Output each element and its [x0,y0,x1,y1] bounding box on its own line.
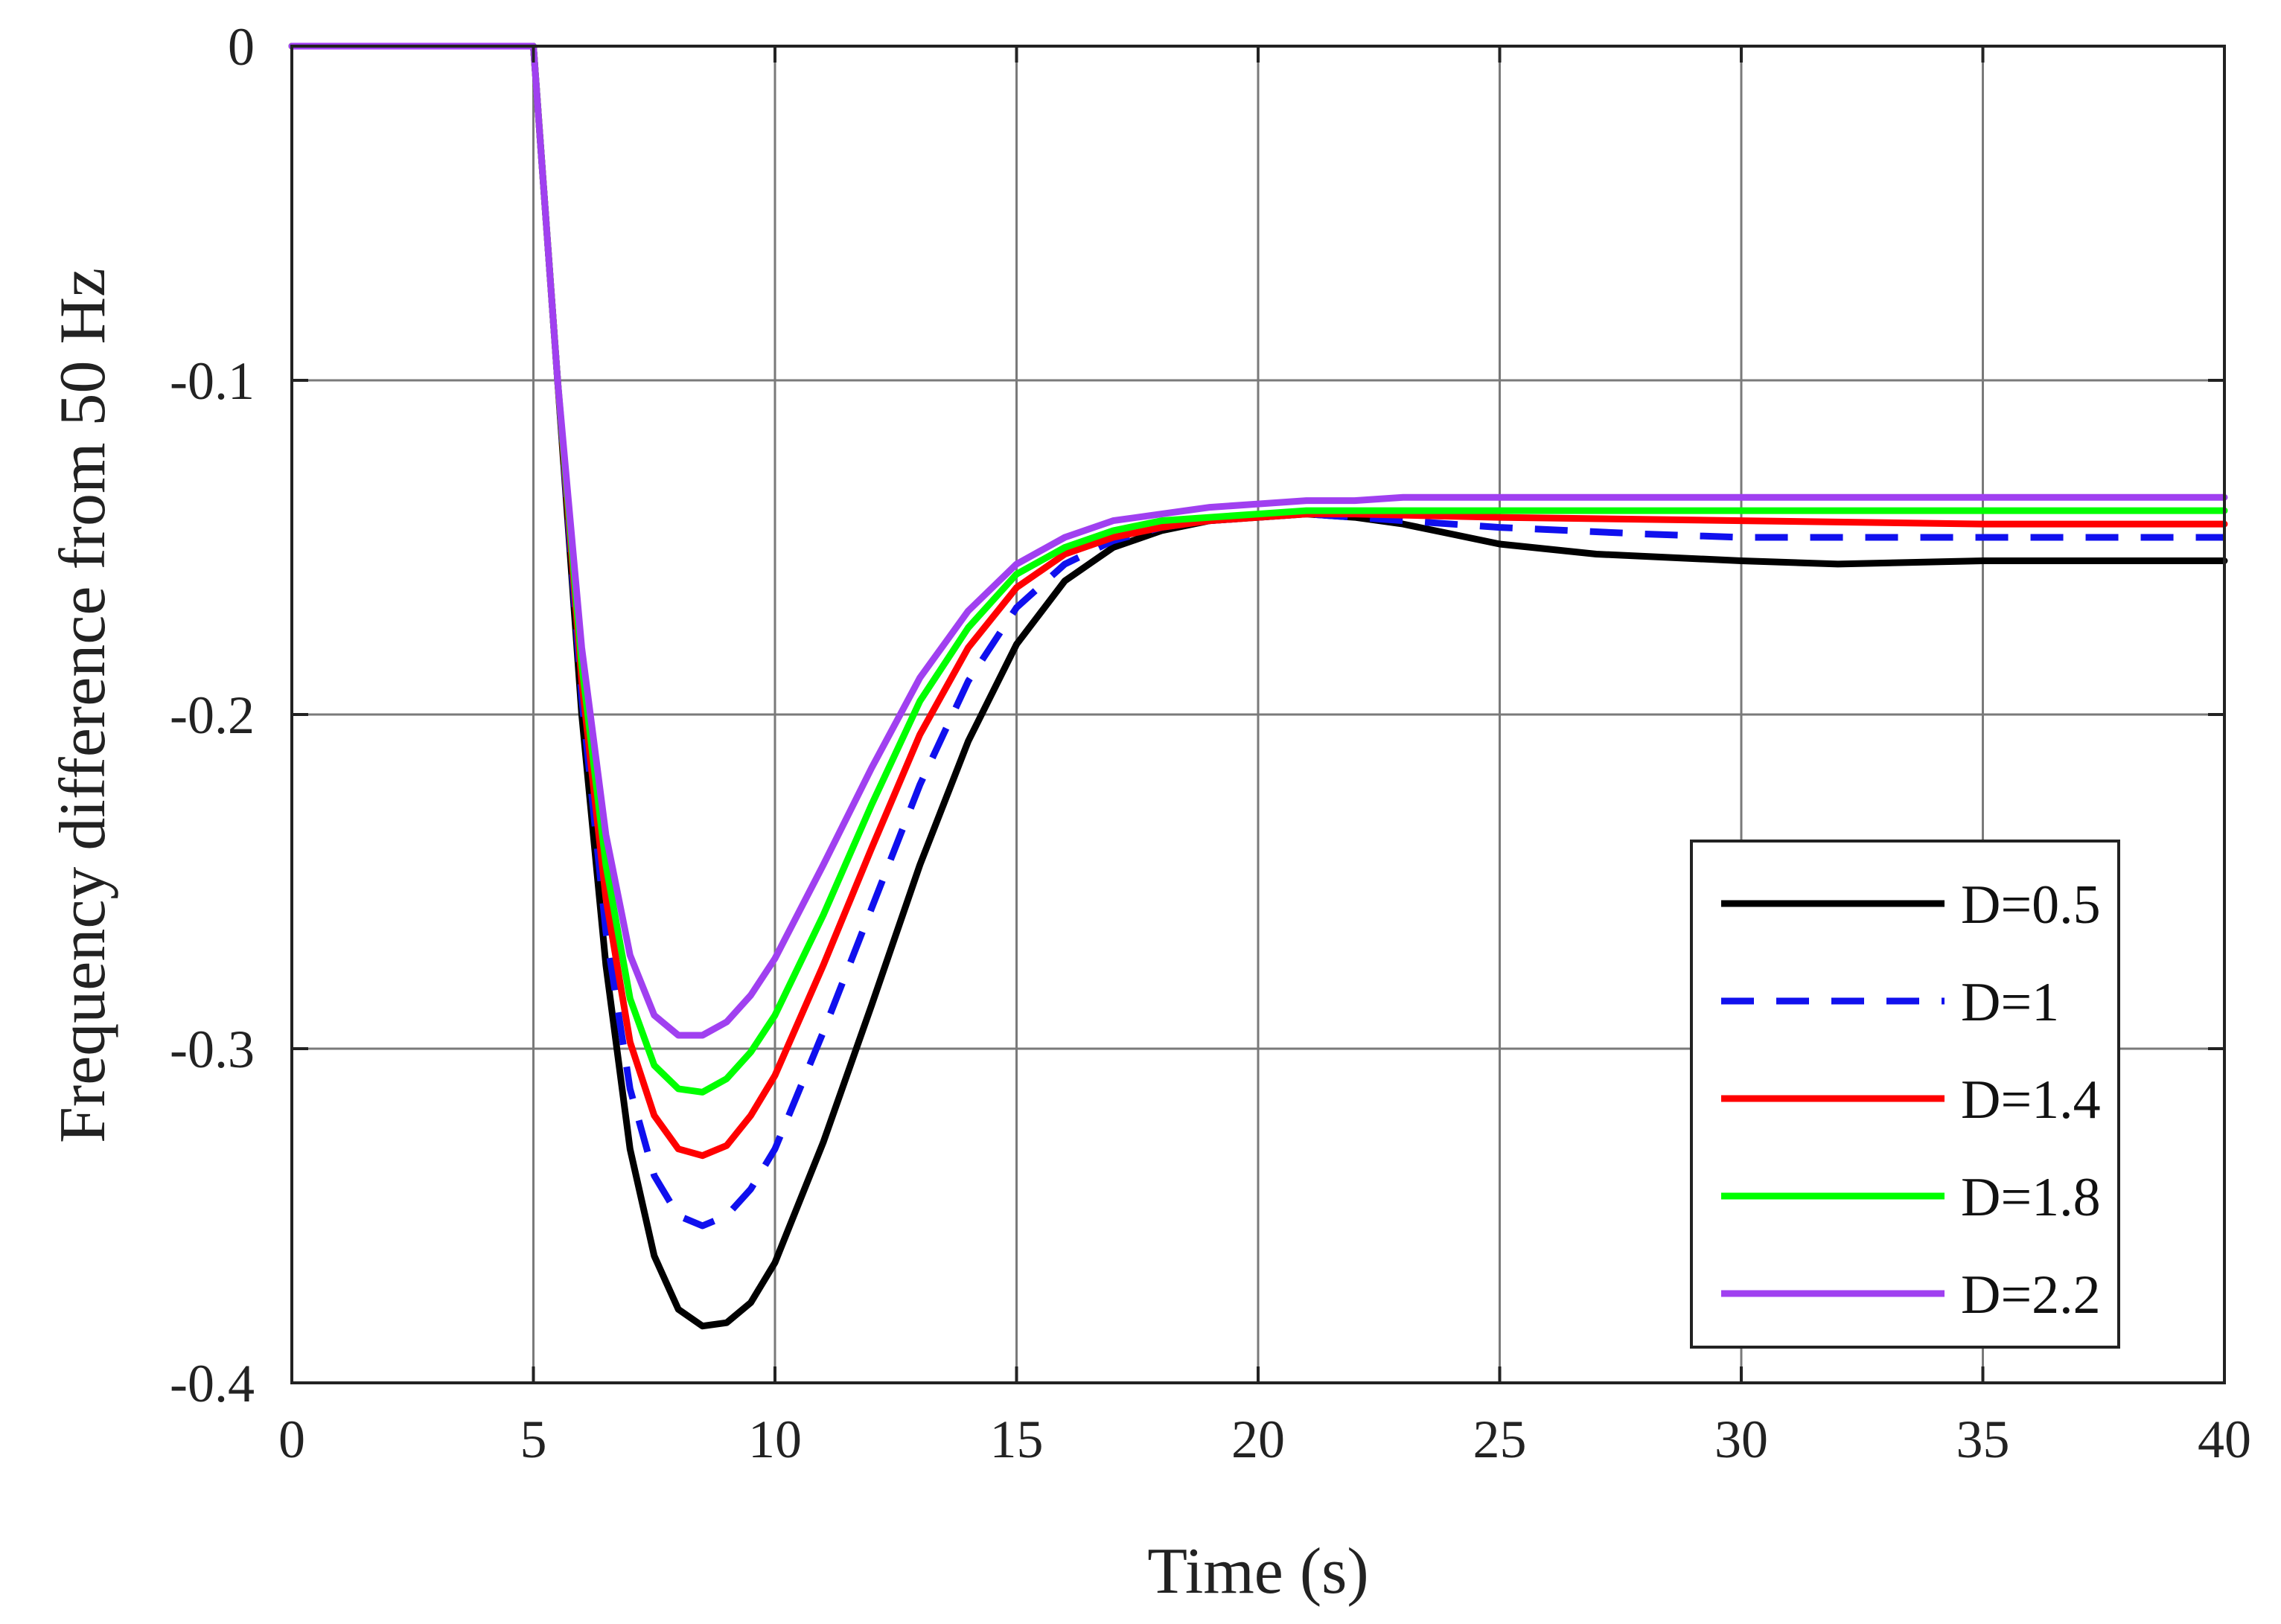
y-tick-label: -0.1 [170,351,255,411]
legend-label: D=0.5 [1961,875,2101,936]
series-line-d-1 [292,42,2224,1230]
y-tick-label: 0 [228,17,255,77]
x-tick-label: 20 [1231,1410,1285,1469]
legend-label: D=1 [1961,972,2059,1033]
legend: D=0.5 D=1 D=1.4 D=1.8 D=2.2 [1690,840,2120,1349]
legend-label: D=1.8 [1961,1167,2101,1228]
legend-box [1690,840,2120,1349]
x-tick-label: 15 [990,1410,1044,1469]
series-line-d-2-2 [288,42,2228,1039]
x-tick-label: 40 [2198,1410,2251,1469]
x-axis-label: Time (s) [1147,1535,1368,1608]
series-line-d-0-5 [288,42,2228,1330]
x-tick-label: 35 [1956,1410,2010,1469]
x-tick-label: 5 [520,1410,547,1469]
axis-ticks: 0 5 10 15 20 25 30 35 40 0 -0.1 -0.2 -0.3 -0.4 [170,17,2251,1469]
legend-label: D=2.2 [1961,1265,2101,1326]
y-axis-label: Frequency difference from 50 Hz [47,268,119,1143]
y-tick-label: -0.3 [170,1020,255,1079]
y-tick-label: -0.4 [170,1354,255,1413]
x-tick-label: 25 [1473,1410,1527,1469]
x-tick-label: 10 [748,1410,802,1469]
legend-label: D=1.4 [1961,1070,2101,1131]
x-tick-label: 0 [278,1410,305,1469]
y-tick-label: -0.2 [170,685,255,745]
series-line-d-1-8 [288,42,2228,1096]
series-layer [288,42,2228,1330]
x-tick-label: 30 [1714,1410,1768,1469]
